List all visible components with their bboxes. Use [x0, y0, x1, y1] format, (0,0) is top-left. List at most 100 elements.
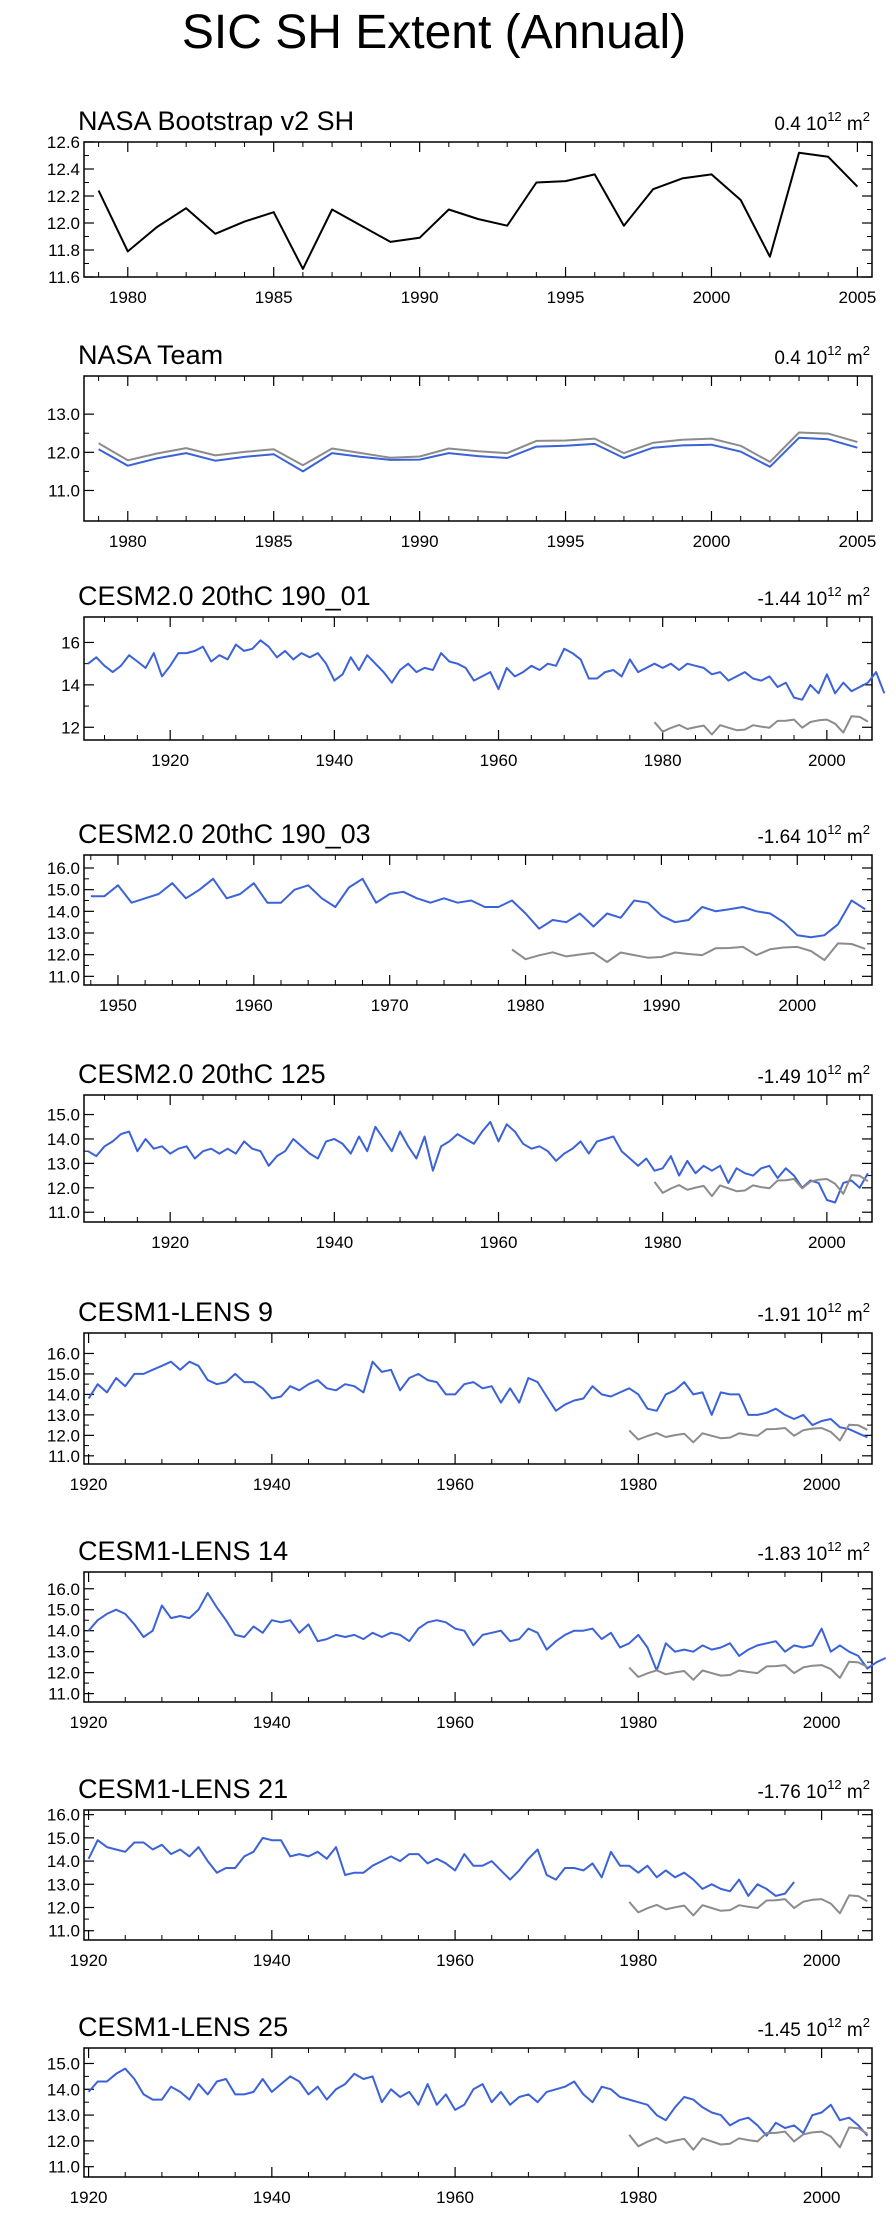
plot-frame: [83, 1809, 873, 1941]
stat-part: 2: [863, 2015, 870, 2030]
y-tick-label: 14.0: [47, 1130, 80, 1149]
x-tick-label: 1980: [619, 2188, 657, 2207]
stat-part: m: [842, 827, 863, 848]
x-tick-label: 1960: [235, 996, 273, 1015]
plot-frame: [83, 1332, 873, 1465]
x-tick-label: 1980: [507, 996, 545, 1015]
x-tick-label: 1990: [401, 288, 439, 307]
series-line-nasa-bootstrap: [653, 715, 869, 736]
series-line-cesm: [87, 1592, 887, 1672]
y-tick-label: 13.0: [47, 1154, 80, 1173]
plot-frame: [83, 1571, 873, 1703]
y-tick-label: 11.0: [48, 1203, 80, 1222]
x-tick-label: 2000: [803, 1951, 841, 1970]
x-tick-label: 2000: [803, 1713, 841, 1732]
x-tick-label: 1920: [151, 1233, 189, 1252]
stat-part: 12: [827, 109, 841, 124]
y-tick-label: 12.0: [47, 1664, 80, 1683]
y-tick-label: 15.0: [47, 1601, 80, 1620]
x-tick-label: 1980: [644, 751, 682, 770]
stat-part: m: [842, 114, 863, 135]
series-line-nasa-bootstrap: [628, 1423, 868, 1444]
series-line-cesm: [87, 2067, 869, 2137]
x-tick-label: 1920: [70, 1951, 108, 1970]
y-tick-label: 15.0: [47, 1829, 80, 1848]
x-tick-label: 1940: [253, 2188, 291, 2207]
x-tick-label: 1940: [253, 1951, 291, 1970]
x-tick-label: 1960: [480, 1233, 518, 1252]
stat-part: m: [842, 589, 863, 610]
x-tick-label: 1985: [255, 288, 293, 307]
chart-panel-3: CESM2.0 20thC 190_01 -1.44 1012 m21214161…: [61, 581, 886, 770]
chart-panel-8: CESM1-LENS 21 -1.76 1012 m2 11.0 12.0 13.0 14…: [47, 1774, 873, 1970]
x-tick-label: 1980: [619, 1713, 657, 1732]
chart-panel-6: CESM1-LENS 9 -1.91 1012 m2 11.0 12.013.0 14.…: [47, 1297, 873, 1494]
panel-stat: -1.64 1012 m2: [757, 822, 870, 848]
x-tick-label: 1940: [315, 751, 353, 770]
series-line-nasa-bootstrap: [628, 2126, 868, 2151]
stat-part: 12: [827, 822, 841, 837]
x-tick-label: 2000: [803, 2188, 841, 2207]
chart-panel-1: NASA Bootstrap v2 SH 0.4 1012 m2 11.6 11.8 1…: [47, 106, 876, 307]
x-tick-label: 1980: [109, 532, 147, 551]
x-tick-label: 1960: [480, 751, 518, 770]
y-tick-label: 14.0: [47, 1852, 80, 1871]
y-tick-label: 11.0: [48, 1685, 80, 1704]
y-tick-label: 15.0: [47, 2054, 80, 2073]
stat-part: 2: [863, 1062, 870, 1077]
stat-part: 2: [863, 1539, 870, 1554]
y-tick-label: 12.6: [47, 133, 80, 152]
series-line-cesm: [87, 1836, 795, 1897]
stat-part: m: [842, 2020, 863, 2041]
x-tick-label: 1920: [70, 1475, 108, 1494]
y-tick-label: 16.0: [47, 859, 80, 878]
x-tick-label: 2005: [838, 288, 876, 307]
y-tick-label: 15.0: [47, 1106, 80, 1125]
stat-part: 2: [863, 343, 870, 358]
x-tick-label: 1995: [547, 288, 585, 307]
panel-title: CESM2.0 20thC 125: [78, 1059, 326, 1089]
x-tick-label: 1980: [109, 288, 147, 307]
stat-part: 12: [827, 1539, 841, 1554]
chart-panel-5: CESM2.0 20thC 125 -1.49 1012 m2 11.0 12.0 13…: [47, 1059, 873, 1252]
x-tick-label: 2000: [693, 532, 731, 551]
y-tick-label: 12.0: [47, 1179, 80, 1198]
x-tick-label: 2000: [778, 996, 816, 1015]
x-tick-label: 1950: [99, 996, 137, 1015]
x-tick-label: 1980: [644, 1233, 682, 1252]
panel-title: CESM1-LENS 9: [78, 1297, 273, 1327]
y-tick-label: 13.0: [47, 1875, 80, 1894]
stat-part: m: [842, 348, 863, 369]
y-tick-label: 16.0: [47, 1806, 80, 1825]
y-tick-label: 13.0: [47, 2106, 80, 2125]
y-tick-label: 13.0: [47, 1643, 80, 1662]
stat-part: 12: [827, 1062, 841, 1077]
panel-title: CESM1-LENS 25: [78, 2012, 288, 2042]
panel-title: NASA Bootstrap v2 SH: [78, 106, 354, 136]
x-tick-label: 1985: [255, 532, 293, 551]
series-line-nasa-bootstrap: [97, 151, 859, 270]
panel-title: CESM2.0 20thC 190_03: [78, 819, 371, 849]
stat-part: m: [842, 1544, 863, 1565]
plot-frame: [83, 854, 873, 986]
stat-part: -1.91 10: [757, 1305, 827, 1326]
series-line-nasa-team: [98, 436, 858, 473]
x-tick-label: 2000: [803, 1475, 841, 1494]
stat-part: 12: [827, 343, 841, 358]
stat-part: 12: [827, 584, 841, 599]
y-tick-label: 12.0: [47, 946, 80, 965]
y-tick-label: 16.0: [47, 1344, 80, 1363]
x-tick-label: 2000: [808, 1233, 846, 1252]
page-title: SIC SH Extent (Annual): [182, 6, 686, 59]
stat-part: -1.45 10: [757, 2020, 827, 2041]
y-tick-label: 15.0: [47, 881, 80, 900]
stat-part: 0.4 10: [774, 348, 827, 369]
panel-title: CESM1-LENS 14: [78, 1536, 288, 1566]
x-tick-label: 1920: [70, 2188, 108, 2207]
x-tick-label: 1920: [70, 1713, 108, 1732]
stat-part: 2: [863, 1300, 870, 1315]
panel-title: CESM2.0 20thC 190_01: [78, 581, 371, 611]
stat-part: 12: [827, 2015, 841, 2030]
x-tick-label: 2000: [808, 751, 846, 770]
